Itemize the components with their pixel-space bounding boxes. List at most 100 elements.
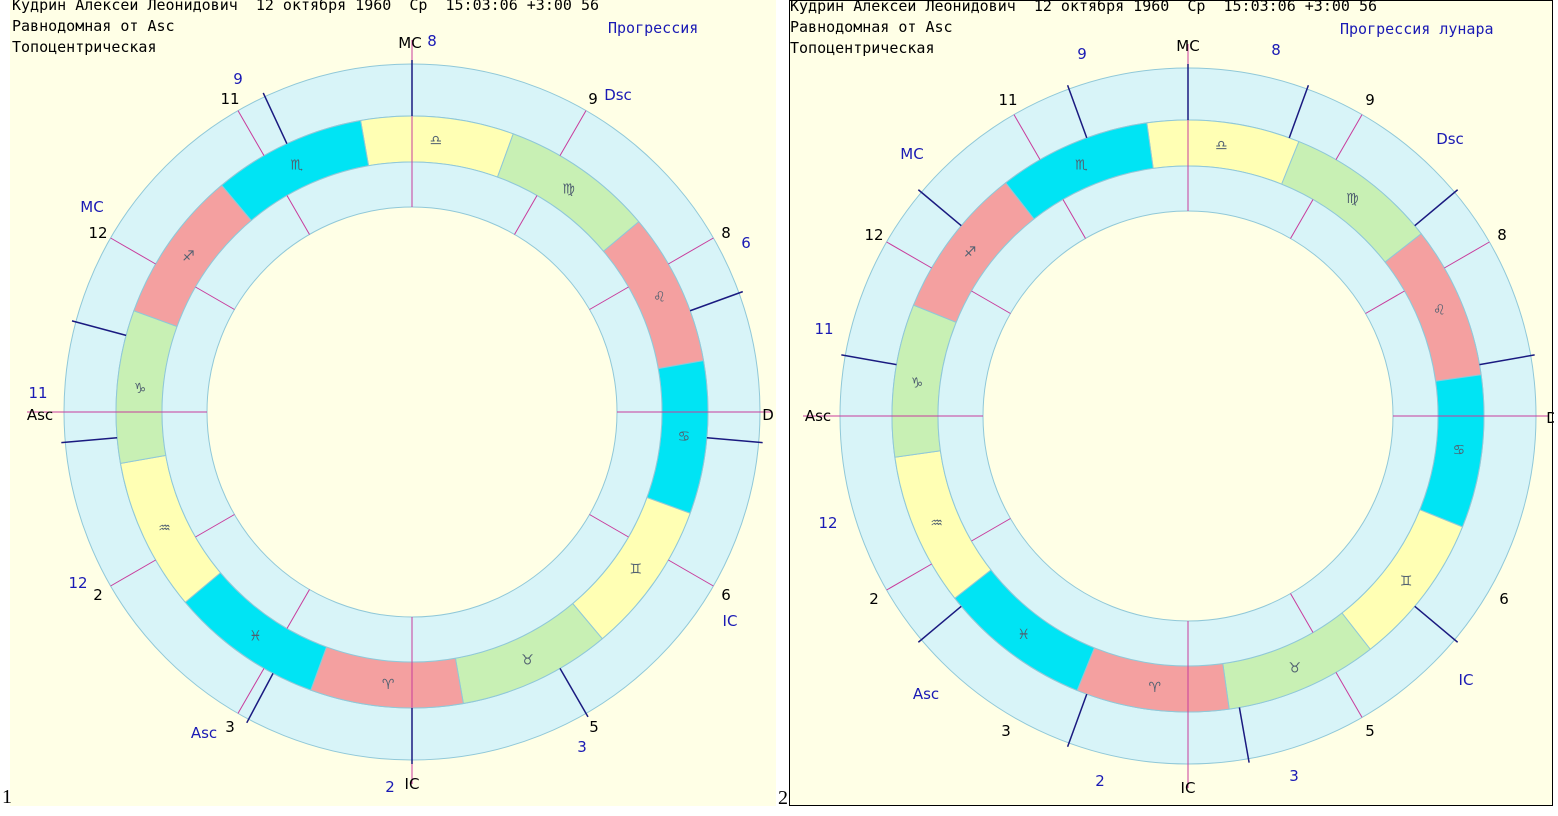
chart-panel-1: Кудрин Алексей Леонидович 12 октября 196…: [2, 0, 776, 808]
inner-house-cusp: [1062, 199, 1086, 239]
house-label: 6: [1499, 590, 1509, 608]
chart-panel-2: Кудрин Алексей Леонидович 12 октября 196…: [778, 0, 1554, 809]
zodiac-sign-glyph: ♎: [1215, 138, 1228, 154]
house-label: IC: [723, 612, 738, 630]
house-label: 9: [588, 90, 598, 108]
house-label: D: [1546, 409, 1554, 427]
house-label: 2: [1095, 772, 1105, 790]
house-label: IC: [1459, 671, 1474, 689]
chart-mode-label: Прогрессия лунара: [1340, 20, 1494, 38]
inner-house-cusp: [1365, 290, 1405, 314]
house-label: 2: [385, 778, 395, 796]
house-label: Asc: [913, 685, 939, 703]
chart-center: [206, 206, 618, 618]
zodiac-sign-glyph: ♐: [964, 245, 977, 261]
outer-house-division: [668, 559, 714, 587]
zodiac-sign-glyph: ♏: [1075, 158, 1088, 174]
zodiac-sign-glyph: ♌: [1433, 302, 1446, 318]
house-label: МС: [1176, 37, 1199, 55]
house-label: 8: [721, 224, 731, 242]
inner-house-cusp: [971, 290, 1011, 314]
house-label: Dsc: [1436, 130, 1464, 148]
outer-house-division: [237, 668, 265, 714]
header-line-2: Равнодомная от Asc: [790, 18, 953, 36]
house-label: 8: [1497, 226, 1507, 244]
house-label: Asc: [805, 407, 831, 425]
outer-house-cusp: [706, 437, 763, 444]
header-line-3: Топоцентрическая: [790, 39, 935, 57]
house-label: Dsc: [604, 86, 632, 104]
zodiac-sign-glyph: ♊: [1400, 573, 1413, 589]
zodiac-sign-glyph: ♒: [158, 520, 171, 536]
outer-house-cusp: [1066, 693, 1088, 748]
inner-house-cusp: [195, 286, 235, 310]
outer-house-cusp: [1288, 84, 1310, 139]
house-label: 3: [225, 718, 235, 736]
house-label: 6: [721, 586, 731, 604]
outer-house-cusp: [689, 290, 744, 312]
house-label: 12: [68, 574, 87, 592]
outer-house-cusp: [917, 605, 962, 643]
house-label: 11: [998, 91, 1017, 109]
zodiac-sign-glyph: ♉: [521, 652, 534, 668]
inner-house-cusp: [971, 518, 1011, 542]
inner-house-cusp: [589, 286, 629, 310]
zodiac-sign-glyph: ♓: [1017, 627, 1030, 643]
house-label: 11: [814, 320, 833, 338]
house-label: 12: [88, 224, 107, 242]
house-label: 5: [589, 718, 599, 736]
header-line-1: Кудрин Алексей Леонидович 12 октября 196…: [12, 0, 599, 14]
zodiac-sign-glyph: ♍: [562, 181, 575, 197]
zodiac-sign-glyph: ♋: [678, 429, 691, 445]
natal-wheel-2: ♎ ♍ ♌ ♋ ♊ ♉ ♈ ♓ ♒ ♑ ♐ ♏ МС 8 9 9 Dsc 8 D 6 IC 5 3 IC 2 3 Asc 2 12 Asc…: [803, 37, 1554, 797]
panel-number: 2: [778, 787, 788, 809]
inner-house-cusp: [589, 514, 629, 538]
outer-house-cusp: [1414, 605, 1459, 643]
outer-house-cusp: [262, 92, 288, 145]
outer-house-division: [237, 110, 265, 156]
chart-mode-label: Прогрессия: [608, 19, 699, 37]
house-label: Asc: [27, 406, 53, 424]
outer-house-division: [1335, 672, 1363, 718]
house-label: 11: [28, 384, 47, 402]
outer-house-cusp: [1414, 189, 1459, 227]
outer-house-division: [110, 559, 156, 587]
house-label: 9: [1077, 45, 1087, 63]
inner-house-cusp: [1290, 199, 1314, 239]
house-label: 12: [818, 514, 837, 532]
house-label: D: [762, 406, 774, 424]
zodiac-sign-glyph: ♉: [1288, 660, 1301, 676]
zodiac-sign-glyph: ♓: [249, 629, 262, 645]
zodiac-sign-glyph: ♒: [930, 516, 943, 532]
house-label: 3: [1289, 767, 1299, 785]
outer-house-cusp: [841, 354, 897, 366]
house-label: 8: [427, 32, 437, 50]
zodiac-sign-glyph: ♐: [182, 248, 195, 264]
outer-house-cusp: [71, 320, 127, 337]
outer-house-division: [668, 237, 714, 265]
header-line-3: Топоцентрическая: [12, 38, 157, 56]
header-line-1: Кудрин Алексей Леонидович 12 октября 196…: [790, 0, 1377, 15]
house-label: 5: [1365, 722, 1375, 740]
outer-house-division: [559, 110, 587, 156]
house-label: 6: [741, 234, 751, 252]
inner-house-cusp: [514, 195, 538, 235]
inner-house-cusp: [286, 589, 310, 629]
outer-house-division: [1444, 241, 1490, 269]
header-line-2: Равнодомная от Asc: [12, 17, 175, 35]
zodiac-sign-glyph: ♑: [911, 376, 924, 392]
inner-house-cusp: [195, 514, 235, 538]
house-label: МС: [398, 34, 421, 52]
zodiac-sign-glyph: ♈: [382, 677, 395, 693]
zodiac-sign-glyph: ♊: [629, 562, 642, 578]
house-label: 12: [864, 226, 883, 244]
zodiac-sign-glyph: ♎: [430, 133, 443, 149]
house-label: IC: [1181, 779, 1196, 797]
house-label: IC: [405, 775, 420, 793]
outer-house-cusp: [917, 189, 962, 227]
house-label: 8: [1271, 41, 1281, 59]
house-label: МС: [80, 198, 103, 216]
house-label: 2: [93, 586, 103, 604]
panel-number: 1: [2, 786, 12, 808]
